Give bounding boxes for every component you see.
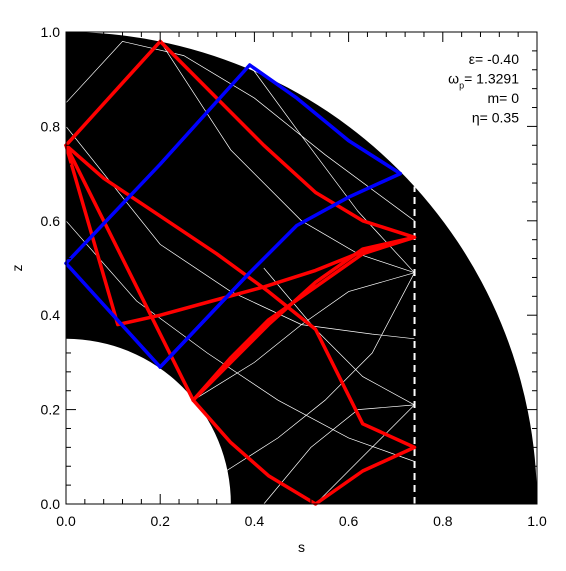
- characteristic-line: [65, 126, 415, 340]
- y-tick-label: 0.6: [41, 213, 61, 229]
- annotation-line: ωp= 1.3291: [448, 71, 519, 91]
- characteristic-line: [65, 220, 415, 462]
- y-tick-label: 0.8: [41, 118, 61, 134]
- x-tick-label: 1.0: [527, 513, 547, 529]
- x-axis-title: s: [298, 539, 305, 555]
- ray-trajectory: [158, 270, 252, 369]
- x-tick-label: 0.4: [245, 513, 265, 529]
- plot-area: [64, 32, 537, 506]
- annotation-line: η= 0.35: [472, 110, 519, 126]
- y-tick-label: 1.0: [41, 24, 61, 40]
- tick-labels: 0.0 0.2 0.4 0.6 0.8 1.0 0.0 0.2 0.4 0.6 0.8 1.0: [41, 24, 547, 529]
- characteristic-line: [225, 272, 415, 472]
- characteristic-line: [315, 404, 415, 505]
- x-tick-label: 0.8: [433, 513, 453, 529]
- spherical-shell-domain: [66, 32, 537, 504]
- plot-border: [65, 31, 538, 505]
- x-tick-label: 0.6: [339, 513, 359, 529]
- y-tick-label: 0.0: [41, 496, 61, 512]
- plot-frame: [65, 31, 538, 505]
- characteristic-line: [263, 404, 415, 505]
- characteristic-line: [263, 267, 415, 406]
- characteristic-line: [65, 41, 415, 222]
- x-tick-label: 0.0: [56, 513, 76, 529]
- y-tick-label: 0.2: [41, 402, 61, 418]
- ray-trajectory: [191, 235, 417, 402]
- annotation-line: ε= -0.40: [469, 51, 519, 67]
- ray-trajectory: [64, 143, 417, 506]
- annotation-line: m= 0: [487, 90, 519, 106]
- y-tick-label: 0.4: [41, 307, 61, 323]
- x-tick-label: 0.2: [150, 513, 170, 529]
- tick-marks: [65, 31, 538, 505]
- y-axis-title: z: [9, 265, 25, 272]
- characteristic-line: [193, 272, 415, 401]
